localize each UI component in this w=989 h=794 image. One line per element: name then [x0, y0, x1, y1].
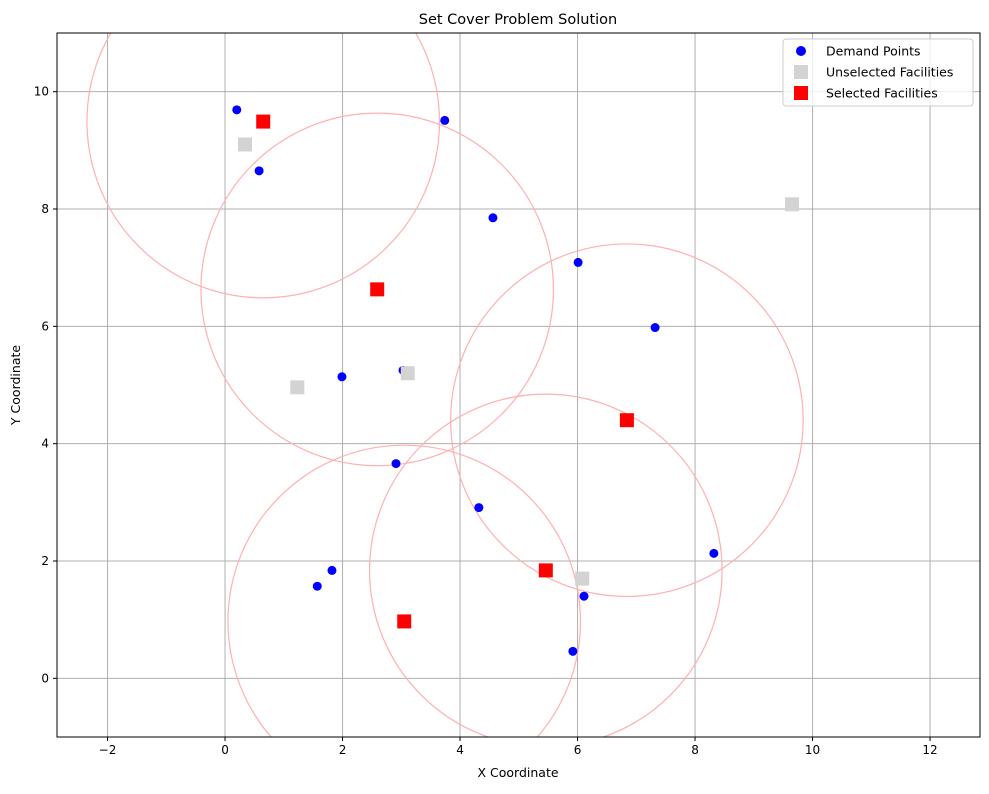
data-marks — [232, 105, 799, 656]
demand-point — [312, 581, 322, 591]
x-tick-label: 6 — [574, 743, 582, 757]
x-tick-label: 10 — [805, 743, 820, 757]
selected-facility — [370, 282, 385, 297]
x-tick-label: 2 — [339, 743, 347, 757]
legend-marker-demand-point — [796, 46, 806, 56]
unselected-facility — [290, 380, 305, 395]
demand-point — [327, 565, 337, 575]
y-tick-label: 4 — [41, 437, 49, 451]
x-axis-label: X Coordinate — [477, 765, 558, 780]
legend-marker-selected-facility — [794, 86, 808, 100]
unselected-facility — [784, 197, 799, 212]
demand-point — [474, 503, 484, 513]
demand-point — [709, 548, 719, 558]
selected-facility — [397, 614, 412, 629]
chart-title: Set Cover Problem Solution — [419, 12, 617, 28]
coverage-circle — [369, 393, 723, 737]
legend-label-selected-facility: Selected Facilities — [826, 86, 938, 101]
x-tick-label: 12 — [922, 743, 937, 757]
y-tick-label: 6 — [41, 319, 49, 333]
selected-facility — [619, 413, 634, 428]
y-axis-label: Y Coordinate — [8, 345, 23, 426]
grid — [57, 33, 980, 737]
unselected-facility — [238, 137, 253, 152]
x-tick-label: 4 — [456, 743, 464, 757]
demand-point — [254, 166, 264, 176]
demand-point — [573, 257, 583, 267]
unselected-facility — [400, 366, 415, 381]
unselected-facility — [575, 571, 590, 586]
demand-point — [440, 115, 450, 125]
coverage-circles — [86, 33, 804, 737]
x-tick-label: 8 — [691, 743, 699, 757]
selected-facility — [538, 563, 553, 578]
selected-facility — [256, 114, 271, 129]
legend-marker-unselected-facility — [794, 65, 808, 79]
y-tick-label: 2 — [41, 554, 49, 568]
coverage-circle — [450, 243, 804, 598]
plot-frame — [56, 32, 981, 738]
x-tick-label: −2 — [99, 743, 117, 757]
coverage-circle — [200, 112, 555, 467]
legend-label-demand-point: Demand Points — [826, 44, 921, 59]
demand-point — [579, 591, 589, 601]
legend-label-unselected-facility: Unselected Facilities — [826, 65, 953, 80]
ticks: −2 0 2 4 6 8 10 12 0 2 4 6 8 10 — [34, 85, 938, 757]
demand-point — [568, 646, 578, 656]
coverage-circle — [86, 33, 441, 299]
demand-point — [650, 323, 660, 333]
demand-point — [488, 213, 498, 223]
demand-point — [391, 459, 401, 469]
legend: Demand Points Unselected Facilities Select… — [782, 38, 974, 107]
demand-point — [232, 105, 242, 115]
x-tick-label: 0 — [221, 743, 229, 757]
coverage-circle — [227, 444, 582, 737]
legend-frame — [782, 38, 974, 107]
y-tick-label: 0 — [41, 671, 49, 685]
y-tick-label: 10 — [34, 85, 49, 99]
demand-point — [337, 372, 347, 382]
y-tick-label: 8 — [41, 202, 49, 216]
